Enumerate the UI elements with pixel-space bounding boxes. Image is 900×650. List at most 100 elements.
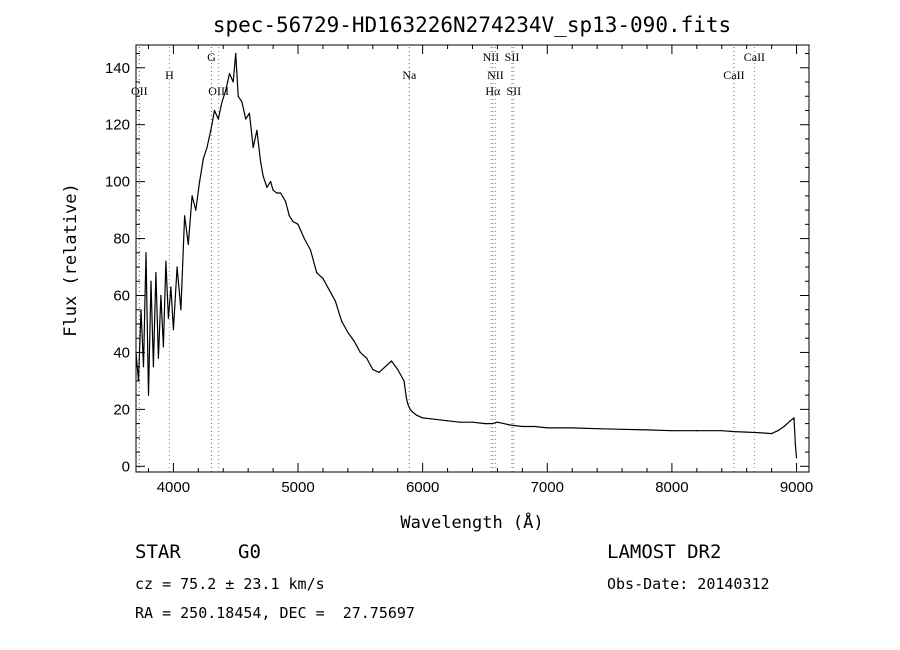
spectrum-point [167,317,170,319]
x-axis-label: Wavelength (Å) [400,511,543,533]
spectrum-point [646,429,648,431]
spectrum-point [225,89,227,92]
spectrum-point [235,52,237,55]
spectrum-point [328,289,330,291]
plot-frame [135,44,810,473]
spectral-line-label-11: CaII [744,50,765,64]
y-tick-label: 0 [122,458,130,475]
spectrum-point [789,420,791,422]
survey-name: LAMOST DR2 [607,541,722,563]
spectrum-point [409,408,411,410]
spectrum-point [334,300,337,302]
spectrum-point [471,421,474,423]
spectrum-point [142,366,145,368]
spectrum-point [157,357,160,359]
spectral-line-label-8: SII [505,50,520,64]
spectrum-point [758,432,760,434]
spectrum-point [140,309,142,311]
spectrum-point [241,101,243,103]
spectrum-point [415,414,418,416]
spectrum-point [198,181,201,183]
spectrum-point [272,189,274,191]
axes: 4000 5000 6000 7000 8000 9000 0 20 40 60 80 100 120 1… [105,44,813,496]
spectrum-point [248,112,251,114]
spectrum-point [297,223,299,225]
x-tick-label: 4000 [157,479,190,496]
plot-area [135,52,798,459]
spectrum-point [228,72,231,75]
spectrum-point [152,366,155,368]
spectrum-point [696,430,698,432]
spectrum-point [795,457,798,459]
spectrum-point [195,209,197,211]
spectrum-point [210,129,212,131]
coordinates: RA = 250.18454, DEC = 27.75697 [135,604,415,622]
x-tick-label: 6000 [406,479,439,496]
spectral-line-label-5: NII [483,50,500,64]
spectrum-point [217,118,219,120]
spectrum-point [162,346,165,348]
spectral-line-label-9: SII [506,84,521,98]
y-axis-label: Flux (relative) [61,183,81,337]
spectral-line-label-1: H [165,68,174,82]
spectrum-point [309,249,312,251]
redshift-velocity: cz = 75.2 ± 23.1 km/s [135,575,325,593]
spectrum-point [260,161,262,163]
spectrum-series [135,52,798,458]
object-subclass: G0 [238,541,261,563]
x-tick-label: 5000 [281,479,314,496]
y-tick-label: 60 [113,288,130,305]
spectrum-point [262,175,264,177]
spectrum-point [403,380,405,382]
spectrum-point [279,192,282,194]
spectrum-point [292,220,294,223]
observation-date: Obs-Date: 20140312 [607,575,770,593]
chart-title: spec-56729-HD163226N274234V_sp13-090.fit… [213,13,731,37]
x-tick-label: 7000 [531,479,564,496]
spectrum-point [237,95,239,97]
spectrum-point [407,403,409,405]
spectrum-point [288,215,290,217]
spectrum-point [180,309,182,311]
spectrum-point [150,280,152,282]
spectrum-point [365,357,368,359]
spectrum-point [270,181,272,183]
spectrum-point [793,417,795,419]
spectrum-point [397,368,399,371]
y-tick-label: 100 [105,174,130,191]
spectrum-point [353,340,355,342]
spectrum-point [794,442,796,445]
spectrum-point [341,320,343,322]
spectrum-point [316,272,318,274]
spectral-line-label-7: NII [487,68,504,82]
spectrum-point [256,129,258,131]
spectrum-point [546,427,548,429]
spectral-line-label-4: Na [402,68,417,82]
spectrum-point [434,418,436,420]
spectrum-point [733,430,735,433]
spectrum-point [446,420,449,422]
spectral-line-label-6: Hα [485,84,501,98]
spectrum-point [405,397,408,399]
spectrum-point [496,421,499,423]
spectrum-point [378,371,380,373]
spectral-line-label-2: G [207,50,216,64]
spectrum-point [266,186,268,188]
y-tick-label: 40 [113,344,130,361]
spectrum-point [509,424,511,426]
spectrum-point [777,430,779,432]
x-tick-label: 9000 [780,479,813,496]
spectrum-point [347,331,349,334]
spectrum-point [187,243,189,245]
spectrum-point [422,417,424,419]
y-tick-label: 140 [105,60,130,77]
spectrum-point [155,272,157,274]
y-tick-label: 80 [113,231,130,248]
spectrum-point [176,266,178,268]
spectral-line-label-10: CaII [723,68,744,82]
spectrum-point [276,192,278,194]
spectrum-point [252,146,254,149]
spectrum-point [184,215,186,217]
spectrum-point [390,360,393,362]
